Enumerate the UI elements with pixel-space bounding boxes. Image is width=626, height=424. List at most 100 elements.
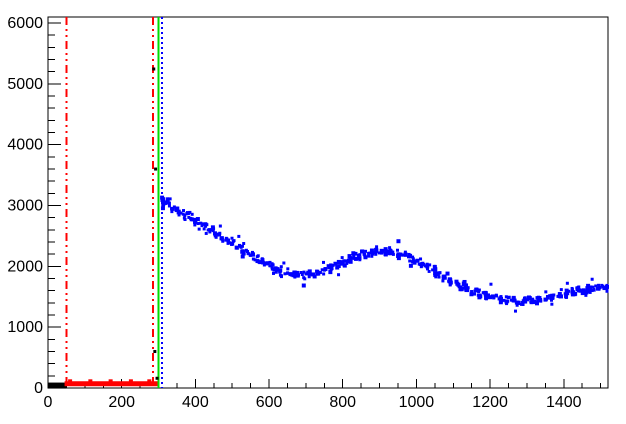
data-point-marker: [345, 260, 349, 264]
data-point-marker: [341, 261, 345, 265]
data-point-marker: [559, 288, 563, 292]
data-point-marker: [486, 294, 490, 298]
data-point-marker: [586, 290, 590, 294]
data-point-marker: [193, 223, 197, 227]
data-point-marker: [465, 286, 469, 290]
x-tick-label: 0: [44, 394, 53, 411]
data-point-marker: [419, 263, 423, 267]
data-point-marker: [367, 254, 371, 258]
data-point-marker: [504, 295, 508, 299]
data-point-marker: [433, 267, 438, 272]
data-point-marker: [279, 265, 283, 269]
data-point-marker: [426, 267, 430, 271]
data-point-marker: [498, 300, 503, 305]
data-point-marker: [353, 256, 358, 261]
data-point-marker: [261, 261, 265, 265]
data-point-marker: [362, 252, 366, 256]
data-point-marker: [348, 259, 353, 264]
data-point-marker: [204, 224, 208, 228]
data-point-marker: [337, 273, 341, 277]
data-point-marker: [206, 228, 210, 232]
stray-point-marker: [152, 67, 156, 71]
data-point-marker: [202, 227, 206, 231]
data-point-marker: [539, 299, 543, 303]
data-point-marker: [431, 268, 435, 272]
data-point-marker: [509, 298, 513, 302]
data-point-marker: [396, 256, 401, 261]
data-point-marker: [578, 289, 582, 293]
data-point-marker: [546, 296, 550, 300]
data-point-marker: [605, 283, 609, 287]
data-point-marker: [351, 251, 356, 256]
data-point-marker: [339, 260, 343, 264]
data-point-marker: [247, 252, 251, 256]
data-point-marker: [306, 270, 310, 274]
data-point-marker: [358, 253, 362, 257]
data-point-marker: [488, 295, 493, 300]
data-point-marker: [483, 290, 488, 295]
data-point-marker: [250, 252, 255, 257]
data-point-marker: [312, 274, 317, 279]
data-point-marker: [425, 264, 430, 269]
data-point-marker: [549, 296, 553, 300]
data-point-marker: [177, 209, 181, 213]
data-point-marker: [447, 277, 451, 281]
data-point-marker: [383, 252, 388, 257]
baseline-red-series: [64, 379, 159, 387]
y-tick-label: 5000: [7, 76, 43, 93]
y-tick-label: 3000: [7, 198, 43, 215]
data-point-marker: [575, 286, 579, 290]
y-tick-label: 0: [34, 380, 43, 397]
data-point-marker: [283, 272, 287, 276]
data-point-marker: [213, 233, 217, 237]
data-point-marker: [533, 299, 537, 303]
data-point-marker: [600, 283, 604, 287]
data-point-marker: [448, 280, 453, 285]
data-point-marker: [347, 254, 352, 259]
data-point-marker: [403, 252, 408, 257]
data-point-marker: [286, 267, 290, 271]
data-point-marker: [303, 277, 307, 281]
data-point-marker: [506, 299, 510, 303]
data-point-marker: [240, 244, 244, 248]
data-point-marker: [407, 252, 411, 256]
baseline-black-bar: [48, 382, 67, 389]
data-point-marker: [176, 211, 180, 215]
data-point-marker: [329, 267, 333, 271]
data-point-marker: [454, 279, 459, 284]
data-point-marker: [242, 242, 246, 246]
data-point-marker: [326, 264, 330, 268]
data-point-marker: [530, 297, 535, 302]
data-point-marker: [551, 295, 555, 299]
data-point-marker: [164, 201, 168, 205]
data-point-marker: [183, 217, 187, 221]
data-point-marker: [457, 285, 461, 289]
data-point-marker: [165, 200, 170, 205]
data-point-marker: [322, 260, 326, 264]
data-point-marker: [282, 261, 286, 265]
data-point-marker: [185, 212, 189, 216]
data-point-marker: [523, 296, 527, 300]
data-point-marker: [230, 241, 235, 246]
data-point-marker: [428, 263, 432, 267]
data-point-marker: [177, 213, 181, 217]
data-point-marker: [274, 270, 278, 274]
data-point-marker: [204, 231, 208, 235]
data-point-marker: [419, 265, 423, 269]
data-point-marker: [196, 222, 200, 226]
data-point-marker: [200, 224, 204, 228]
data-point-marker: [170, 206, 175, 211]
data-point-marker: [304, 272, 308, 276]
data-point-marker: [411, 259, 415, 263]
stray-point-marker: [153, 350, 157, 354]
baseline-black-series: [48, 382, 67, 389]
data-point-marker: [309, 272, 313, 276]
data-point-marker: [570, 286, 574, 290]
data-point-marker: [459, 285, 463, 289]
data-point-marker: [357, 256, 362, 261]
data-point-marker: [333, 261, 338, 266]
data-point-marker: [403, 250, 407, 254]
data-point-marker: [377, 251, 381, 255]
data-point-marker: [592, 288, 596, 292]
y-tick-label: 1000: [7, 319, 43, 336]
